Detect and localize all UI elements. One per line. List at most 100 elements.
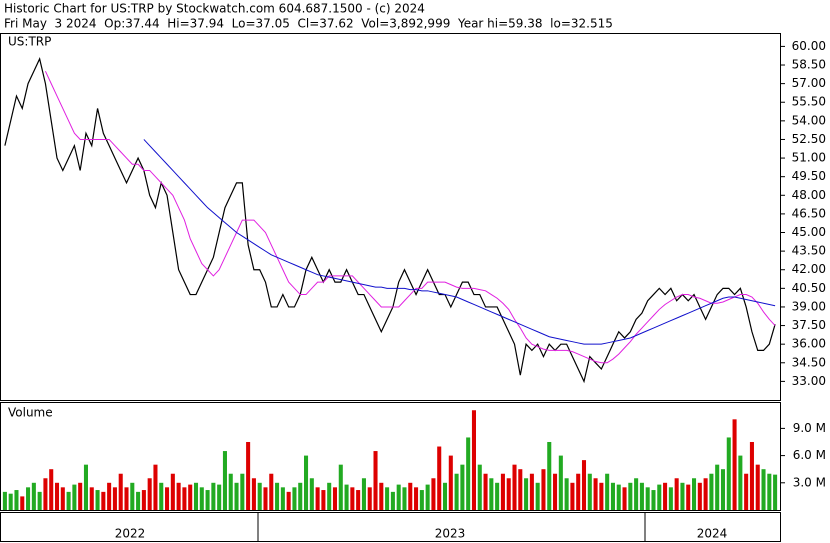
- volume-bar: [332, 487, 338, 510]
- price-panel: [0, 33, 781, 401]
- volume-bar: [101, 491, 106, 510]
- volume-bar: [622, 487, 627, 510]
- volume-bar: [153, 464, 158, 510]
- volume-bar: [720, 469, 726, 510]
- y-tick-label: 33.00: [792, 374, 826, 388]
- volume-bar: [709, 473, 714, 510]
- volume-bar: [680, 482, 685, 510]
- volume-bar: [773, 474, 778, 510]
- volume-bar: [251, 478, 256, 510]
- volume-bar: [356, 490, 361, 510]
- volume-bar: [26, 487, 31, 510]
- volume-bar: [275, 482, 280, 510]
- volume-bar: [240, 473, 245, 510]
- y-tick-label: 6.0 M: [793, 448, 826, 462]
- volume-bar: [466, 437, 471, 510]
- price-line: [4, 56, 776, 384]
- volume-bar: [535, 482, 540, 510]
- volume-bar: [257, 482, 262, 510]
- volume-bar: [767, 473, 772, 510]
- y-tick-label: 57.00: [792, 76, 826, 90]
- volume-bar: [692, 478, 697, 510]
- volume-bar: [20, 496, 25, 510]
- volume-bar: [402, 487, 407, 510]
- volume-bar: [570, 482, 575, 510]
- volume-bar: [66, 491, 71, 510]
- volume-bar: [645, 487, 650, 510]
- volume-bar: [744, 473, 749, 510]
- volume-bar: [495, 482, 500, 510]
- volume-bar: [188, 484, 193, 510]
- volume-bar: [338, 464, 343, 510]
- volume-bar: [442, 482, 448, 510]
- volume-bar: [419, 490, 424, 510]
- volume-bar: [43, 478, 48, 510]
- volume-bar: [130, 482, 135, 510]
- volume-bar: [124, 487, 129, 510]
- volume-bar: [628, 482, 633, 510]
- y-tick-label: 46.50: [792, 206, 826, 220]
- volume-bar: [205, 490, 210, 510]
- volume-bar: [512, 464, 517, 510]
- volume-bar: [327, 482, 332, 510]
- volume-bar: [674, 478, 679, 510]
- header-line: Historic Chart for US:TRP by Stockwatch.…: [4, 2, 425, 16]
- volume-bar: [83, 464, 88, 510]
- volume-bar: [14, 490, 19, 510]
- volume-bar: [147, 478, 152, 510]
- volume-bar: [657, 484, 662, 510]
- volume-bar: [286, 491, 291, 510]
- volume-bar: [738, 455, 743, 510]
- y-tick-label: 60.00: [792, 39, 826, 53]
- volume-bar: [500, 473, 505, 510]
- volume-bar: [408, 482, 413, 510]
- volume-bar: [599, 482, 604, 510]
- volume-bar: [222, 451, 227, 510]
- volume-bar: [367, 487, 372, 510]
- volume-bar: [315, 487, 320, 510]
- time-panel: [0, 512, 781, 542]
- volume-bar: [524, 478, 529, 510]
- y-tick-label: 48.00: [792, 188, 826, 202]
- volume-bar: [60, 487, 65, 510]
- volume-bar: [8, 493, 13, 510]
- volume-bar: [755, 464, 760, 510]
- volume-bar: [176, 482, 181, 510]
- volume-bar: [373, 451, 378, 510]
- y-tick-label: 55.50: [792, 95, 826, 109]
- volume-bar: [292, 487, 297, 510]
- volume-bar: [761, 469, 766, 510]
- volume-bar: [280, 487, 285, 510]
- y-tick-label: 42.00: [792, 262, 826, 276]
- volume-bar: [541, 469, 546, 510]
- volume-bar: [547, 441, 552, 510]
- volume-bar: [489, 478, 494, 510]
- volume-bar: [518, 469, 523, 510]
- y-tick-label: 37.50: [792, 318, 826, 332]
- volume-bar: [89, 487, 94, 510]
- y-tick-label: 9.0 M: [793, 421, 826, 435]
- price-panel-title: US:TRP: [8, 35, 51, 49]
- volume-bar: [37, 491, 42, 510]
- volume-bar: [193, 482, 199, 510]
- y-tick-label: 45.00: [792, 225, 826, 239]
- volume-bar: [95, 490, 100, 510]
- volume-bar: [460, 464, 465, 510]
- volume-bar: [663, 482, 668, 510]
- volume-bar: [159, 482, 164, 510]
- volume-bar: [72, 484, 77, 510]
- volume-bar: [471, 410, 476, 510]
- volume-bar: [437, 446, 442, 510]
- x-tick-label: 2024: [697, 527, 728, 541]
- volume-bar: [228, 473, 233, 510]
- y-tick-label: 34.50: [792, 355, 826, 369]
- volume-bar: [610, 482, 615, 510]
- y-tick-label: 51.00: [792, 151, 826, 165]
- volume-bar: [564, 478, 569, 510]
- volume-bar: [136, 491, 141, 510]
- volume-bar: [576, 473, 581, 510]
- volume-bar: [697, 482, 702, 510]
- y-tick-label: 49.50: [792, 169, 826, 183]
- volume-bar: [414, 487, 419, 510]
- moving-average-line: [44, 71, 776, 364]
